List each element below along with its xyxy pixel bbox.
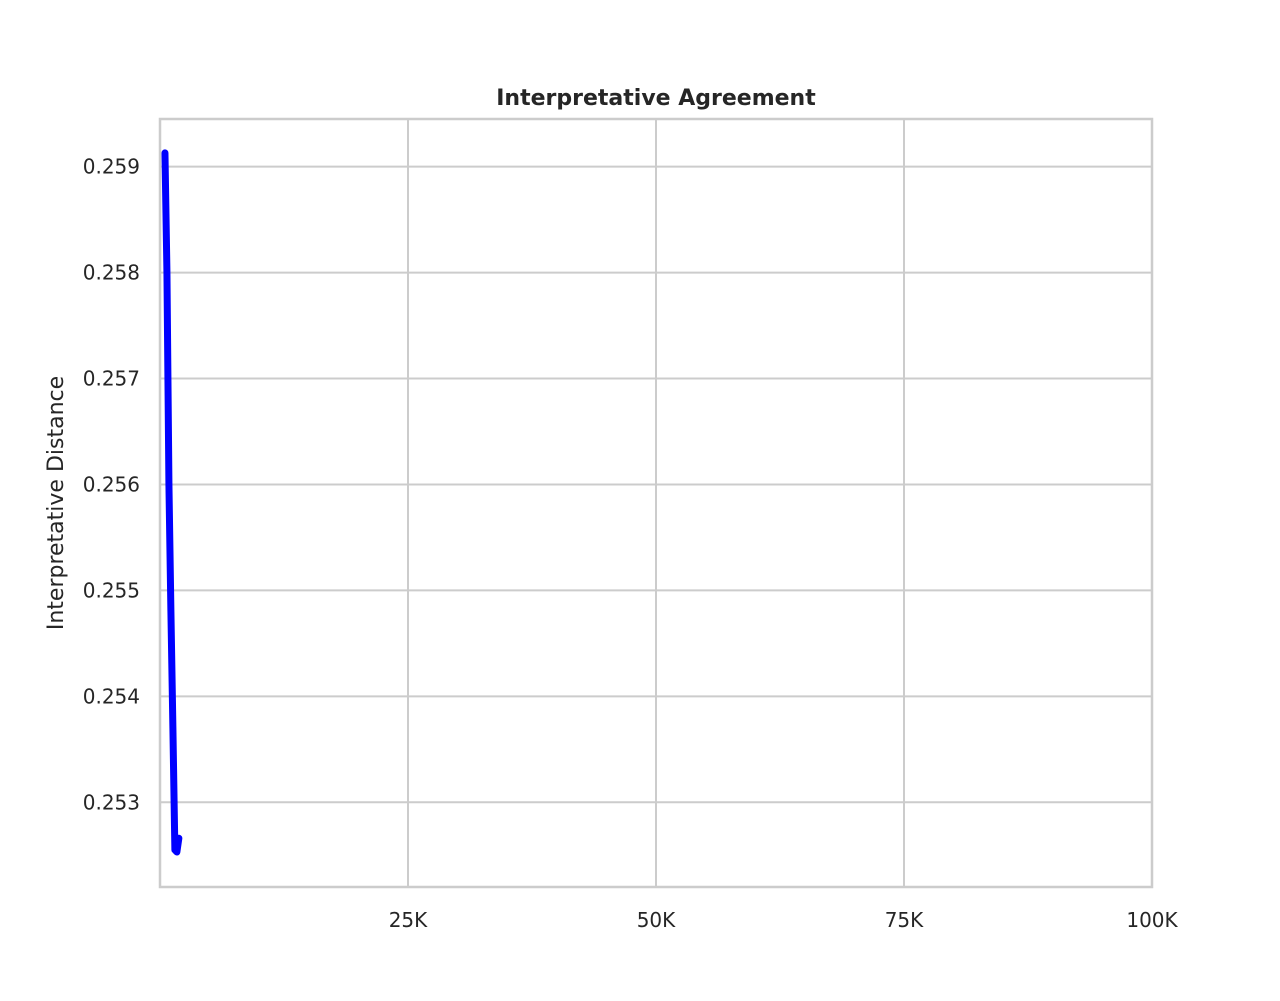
series-lines: [161, 149, 183, 856]
y-tick-labels: 0.253 0.254 0.255 0.256 0.257 0.258 0.259: [83, 155, 140, 815]
series-line: [161, 149, 183, 856]
y-tick-label: 0.256: [83, 472, 140, 496]
y-tick-label: 0.259: [83, 155, 140, 179]
y-tick-label: 0.257: [83, 367, 140, 391]
x-tick-label: 75K: [885, 908, 924, 932]
x-tick-label: 25K: [389, 908, 428, 932]
y-tick-label: 0.255: [83, 578, 140, 602]
y-tick-label: 0.258: [83, 261, 140, 285]
y-tick-label: 0.254: [83, 684, 140, 708]
x-tick-label: 50K: [637, 908, 676, 932]
x-tick-label: 100K: [1126, 908, 1178, 932]
y-axis-label: Interpretative Distance: [44, 376, 69, 630]
plot-frame: [158, 117, 1154, 889]
chart-title: Interpretative Agreement: [496, 86, 816, 111]
gridlines: [160, 119, 1153, 887]
y-tick-label: 0.253: [83, 790, 140, 814]
x-tick-labels: 25K 50K 75K 100K: [389, 908, 1179, 932]
